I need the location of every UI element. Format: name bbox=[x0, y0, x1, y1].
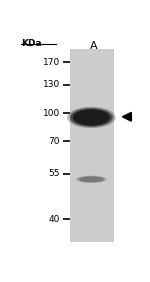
Text: 70: 70 bbox=[48, 137, 60, 146]
Ellipse shape bbox=[70, 108, 113, 127]
Text: 130: 130 bbox=[43, 80, 60, 89]
Ellipse shape bbox=[73, 109, 110, 125]
Text: 40: 40 bbox=[49, 215, 60, 224]
Ellipse shape bbox=[67, 107, 116, 128]
Text: 100: 100 bbox=[43, 109, 60, 118]
Ellipse shape bbox=[76, 176, 107, 183]
Ellipse shape bbox=[79, 176, 104, 182]
Text: 55: 55 bbox=[48, 169, 60, 179]
Text: KDa: KDa bbox=[21, 39, 42, 48]
Text: A: A bbox=[90, 41, 98, 51]
Bar bbox=[70, 49, 114, 242]
Text: 170: 170 bbox=[43, 58, 60, 67]
